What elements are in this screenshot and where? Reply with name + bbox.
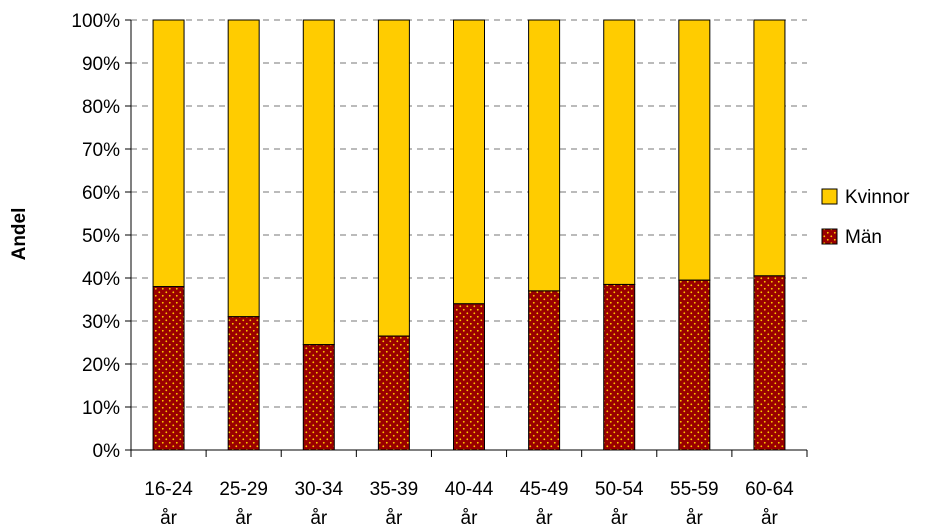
x-tick-label: 60-64 år xyxy=(745,479,794,527)
bar-man xyxy=(528,290,561,451)
x-tick-label: 45-49 år xyxy=(520,479,569,527)
y-tick-label: 20% xyxy=(82,355,120,376)
bar-man xyxy=(453,303,485,451)
bar-kvinnor xyxy=(678,19,711,281)
bar-man xyxy=(377,335,410,451)
bar-kvinnor xyxy=(302,19,335,346)
axes xyxy=(125,19,808,457)
legend: Kvinnor Män xyxy=(821,187,910,248)
legend-swatch xyxy=(821,228,838,245)
legend-swatch xyxy=(821,188,838,205)
bar-kvinnor xyxy=(753,19,786,277)
bar-kvinnor xyxy=(528,19,561,292)
x-tick-label: 40-44 år xyxy=(445,479,494,527)
bar-kvinnor xyxy=(453,19,485,305)
bar-kvinnor xyxy=(377,19,410,337)
y-tick-label: 100% xyxy=(71,11,120,32)
y-tick-label: 40% xyxy=(82,269,120,290)
x-tick-label: 55-59 år xyxy=(670,479,719,527)
y-tick-label: 80% xyxy=(82,97,120,118)
y-tick-labels: 0% 10% 20% 30% 40% 50% 60% 70% 80% 90% 100% xyxy=(71,11,120,462)
y-tick-label: 90% xyxy=(82,54,120,75)
bar-kvinnor xyxy=(603,19,636,285)
bar-man xyxy=(152,286,185,451)
x-tick-label: 30-34 år xyxy=(294,479,343,527)
bar-man xyxy=(678,279,711,451)
bars xyxy=(152,19,786,451)
x-tick-label: 16-24 år xyxy=(144,479,193,527)
bar-man xyxy=(302,344,335,451)
x-tick-label: 25-29 år xyxy=(219,479,268,527)
y-tick-label: 30% xyxy=(82,312,120,333)
legend-label: Män xyxy=(845,227,882,248)
bar-man xyxy=(227,316,260,451)
bar-kvinnor xyxy=(152,19,185,288)
x-tick-label: 35-39 år xyxy=(370,479,419,527)
y-axis-title: Andel xyxy=(9,208,30,261)
x-tick-label: 50-54 år xyxy=(595,479,644,527)
y-tick-label: 50% xyxy=(82,226,120,247)
y-tick-label: 10% xyxy=(82,398,120,419)
bar-man xyxy=(753,275,786,451)
bar-kvinnor xyxy=(227,19,260,318)
y-tick-label: 0% xyxy=(93,441,121,462)
legend-label: Kvinnor xyxy=(845,187,910,208)
y-tick-label: 70% xyxy=(82,140,120,161)
bar-man xyxy=(603,283,636,451)
y-tick-label: 60% xyxy=(82,183,120,204)
x-tick-labels: 16-24 år 25-29 år 30-34 år 35-39 år 40-44 år 45-49… xyxy=(144,479,794,527)
